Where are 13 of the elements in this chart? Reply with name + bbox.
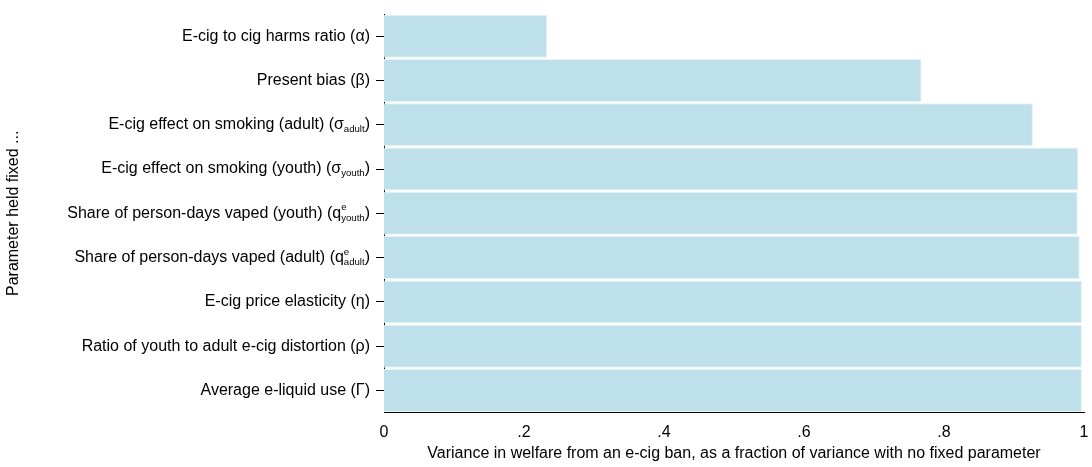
y-tick-label: E-cig to cig harms ratio (α) bbox=[182, 26, 371, 44]
x-tick-label: 1 bbox=[1079, 422, 1089, 440]
y-tick-label: Average e-liquid use (Γ) bbox=[200, 380, 371, 398]
y-tick-label: Ratio of youth to adult e-cig distortion (ρ) bbox=[81, 336, 371, 354]
y-tick-label: Present bias (β) bbox=[256, 70, 371, 88]
x-tick-label: .4 bbox=[657, 422, 671, 440]
x-tick-label: 0 bbox=[379, 422, 389, 440]
x-tick-label: .6 bbox=[797, 422, 811, 440]
y-axis-title: Parameter held fixed ... bbox=[4, 130, 22, 297]
x-axis-title: Variance in welfare from an e-cig ban, as a fraction of variance with no fixed parameter bbox=[427, 443, 1042, 461]
x-tick-label: .8 bbox=[937, 422, 951, 440]
x-tick-label: .2 bbox=[517, 422, 531, 440]
y-tick-label: E-cig price elasticity (η) bbox=[204, 292, 370, 310]
